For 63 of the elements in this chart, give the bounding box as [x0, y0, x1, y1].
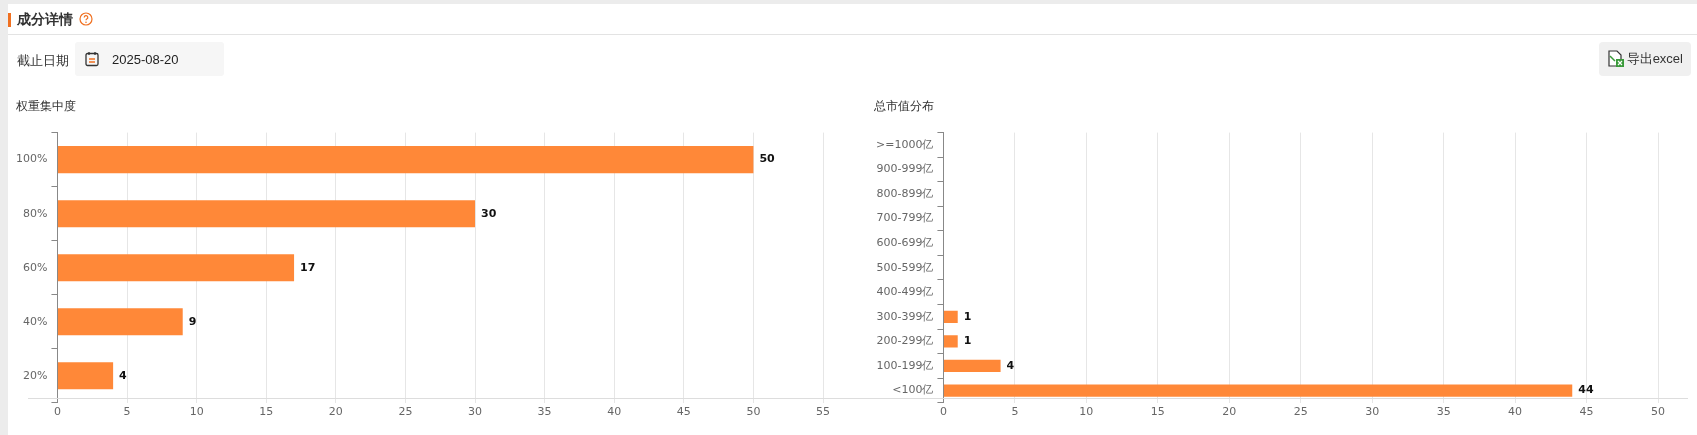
y-tick-label: 400-499亿	[876, 285, 934, 299]
data-label: 30	[481, 206, 497, 220]
y-tick-label: 800-899亿	[876, 186, 934, 200]
y-tick-label: 700-799亿	[876, 211, 934, 225]
x-tick-label: 35	[537, 405, 552, 419]
bar	[57, 254, 295, 282]
y-tick-label: 300-399亿	[876, 309, 934, 323]
x-tick-label: 15	[259, 405, 274, 419]
x-tick-label: 50	[746, 405, 761, 419]
data-label: 4	[119, 368, 128, 382]
y-tick-label: >=1000亿	[875, 137, 934, 151]
y-tick-label: 20%	[22, 368, 48, 382]
x-tick-label: 10	[189, 405, 204, 419]
y-tick-label: <100亿	[892, 383, 934, 397]
x-tick-label: 15	[1150, 405, 1165, 419]
x-tick-label: 0	[939, 405, 947, 419]
data-label: 44	[1578, 383, 1594, 397]
y-tick-label: 500-599亿	[876, 260, 934, 274]
x-tick-label: 20	[328, 405, 343, 419]
x-tick-label: 0	[53, 405, 61, 419]
y-tick-label: 80%	[22, 206, 48, 220]
x-tick-label: 25	[398, 405, 413, 419]
y-tick-label: 60%	[22, 260, 48, 274]
bar	[943, 310, 958, 323]
x-tick-label: 10	[1079, 405, 1094, 419]
x-tick-label: 40	[607, 405, 622, 419]
chart-title: 权重集中度	[16, 98, 76, 115]
y-tick-label: 100-199亿	[876, 358, 934, 372]
data-label: 1	[963, 309, 972, 323]
chart-title: 总市值分布	[874, 98, 934, 115]
x-tick-label: 30	[468, 405, 483, 419]
bar	[943, 359, 1001, 373]
y-tick-label: 40%	[22, 314, 48, 328]
text: 导出excel	[1626, 50, 1683, 68]
x-tick-label: 55	[816, 405, 830, 419]
x-tick-label: 45	[1579, 405, 1594, 419]
bar	[943, 335, 958, 348]
x-tick-label: 20	[1222, 405, 1237, 419]
text: 2025-08-20	[112, 52, 179, 67]
x-tick-label: 40	[1508, 405, 1523, 419]
data-label: 4	[1006, 358, 1015, 372]
y-tick-label: 600-699亿	[876, 236, 934, 249]
bar	[57, 146, 754, 174]
x-tick-label: 35	[1436, 405, 1451, 419]
y-tick-label: 200-299亿	[876, 334, 934, 348]
x-tick-label: 50	[1651, 405, 1665, 419]
x-tick-label: 30	[1365, 405, 1380, 419]
data-label: 1	[963, 334, 972, 348]
data-label: 50	[759, 152, 776, 166]
x-tick-label: 45	[676, 405, 691, 419]
bar	[57, 308, 183, 336]
bar	[57, 362, 114, 390]
bar	[57, 200, 476, 228]
x-tick-label: 25	[1293, 405, 1308, 419]
x-tick-label: 5	[1011, 405, 1019, 419]
data-label: 17	[300, 260, 316, 274]
text: 截止日期	[17, 52, 69, 70]
data-label: 9	[188, 314, 197, 328]
y-tick-label: 100%	[15, 152, 48, 166]
bar	[943, 384, 1573, 397]
y-tick-label: 900-999亿	[876, 162, 934, 176]
text: 成分详情	[17, 11, 73, 29]
x-tick-label: 5	[123, 405, 131, 419]
